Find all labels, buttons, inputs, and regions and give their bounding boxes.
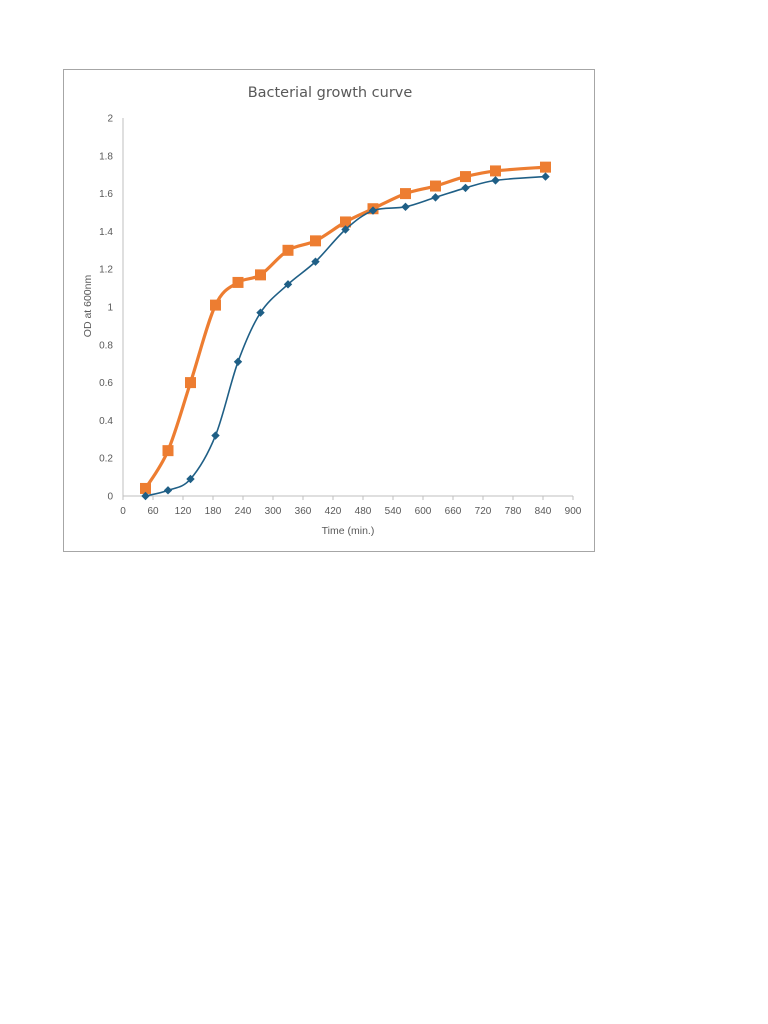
x-tick-label: 300 (265, 506, 282, 517)
chart-frame: Bacterial growth curve 0 0.2 0.4 0.6 0.8 1 1.2… (63, 69, 595, 552)
chart-canvas: Bacterial growth curve 0 0.2 0.4 0.6 0.8 1 1.2… (82, 85, 582, 537)
y-tick-label: 1.8 (99, 151, 113, 162)
data-point-diamond (256, 308, 265, 317)
x-axis-title: Time (min.) (322, 525, 375, 537)
data-point-square (490, 165, 501, 177)
x-tick-label: 240 (235, 506, 252, 517)
data-point-square (210, 299, 221, 311)
data-point-diamond (431, 193, 440, 202)
data-point-square (310, 235, 321, 247)
x-tick-label: 540 (385, 506, 402, 517)
x-tick-label: 420 (325, 506, 342, 517)
x-tick-label: 360 (295, 506, 312, 517)
series-line (143, 165, 548, 491)
x-tick-label: 0 (120, 506, 126, 517)
series-square (140, 161, 551, 494)
data-point-diamond (163, 486, 173, 495)
data-point-diamond (401, 202, 410, 212)
y-tick-label: 2 (107, 114, 113, 125)
data-point-diamond (368, 206, 378, 215)
x-tick-label: 780 (505, 506, 522, 517)
y-tick-label: 0.2 (99, 454, 113, 465)
data-point-diamond (311, 257, 320, 266)
x-tick-label: 60 (147, 506, 159, 517)
x-tick-label: 720 (475, 506, 492, 517)
data-point-square (460, 171, 471, 183)
data-point-diamond (491, 176, 500, 185)
axes: 0 0.2 0.4 0.6 0.8 1 1.2 1.4 1.6 1.8 2 0 60 120 180 240 3… (99, 114, 582, 518)
x-tick-label: 120 (175, 506, 192, 517)
data-point-diamond (233, 357, 243, 367)
data-point-diamond (283, 280, 293, 289)
y-tick-label: 1.2 (99, 265, 113, 276)
data-point-square (282, 244, 294, 256)
data-point-square (400, 188, 411, 200)
data-point-square (140, 482, 151, 494)
y-axis-title: OD at 600nm (82, 275, 94, 338)
data-point-square (232, 276, 244, 288)
x-tick-label: 600 (415, 506, 432, 517)
data-point-square (540, 161, 551, 173)
data-point-square (340, 216, 351, 228)
data-point-square (185, 377, 196, 389)
chart-title: Bacterial growth curve (248, 85, 413, 101)
data-point-diamond (341, 225, 350, 234)
y-tick-label: 0.8 (99, 340, 113, 351)
data-point-square (430, 180, 441, 192)
series-layer (140, 161, 551, 501)
y-tick-label: 1.4 (99, 227, 113, 238)
data-point-square (162, 445, 174, 457)
y-tick-label: 1 (107, 303, 113, 314)
data-point-diamond (461, 183, 470, 193)
x-tick-label: 660 (445, 506, 462, 517)
x-tick-label: 480 (355, 506, 372, 517)
x-tick-label: 180 (205, 506, 222, 517)
y-tick-label: 1.6 (99, 189, 113, 200)
x-tick-label: 840 (535, 506, 552, 517)
data-point-diamond (211, 431, 220, 440)
y-tick-label: 0 (107, 492, 113, 503)
y-tick-label: 0.6 (99, 378, 113, 389)
data-point-square (255, 269, 266, 281)
y-tick-label: 0.4 (99, 416, 113, 427)
data-point-diamond (541, 172, 550, 181)
x-tick-label: 900 (565, 506, 582, 517)
